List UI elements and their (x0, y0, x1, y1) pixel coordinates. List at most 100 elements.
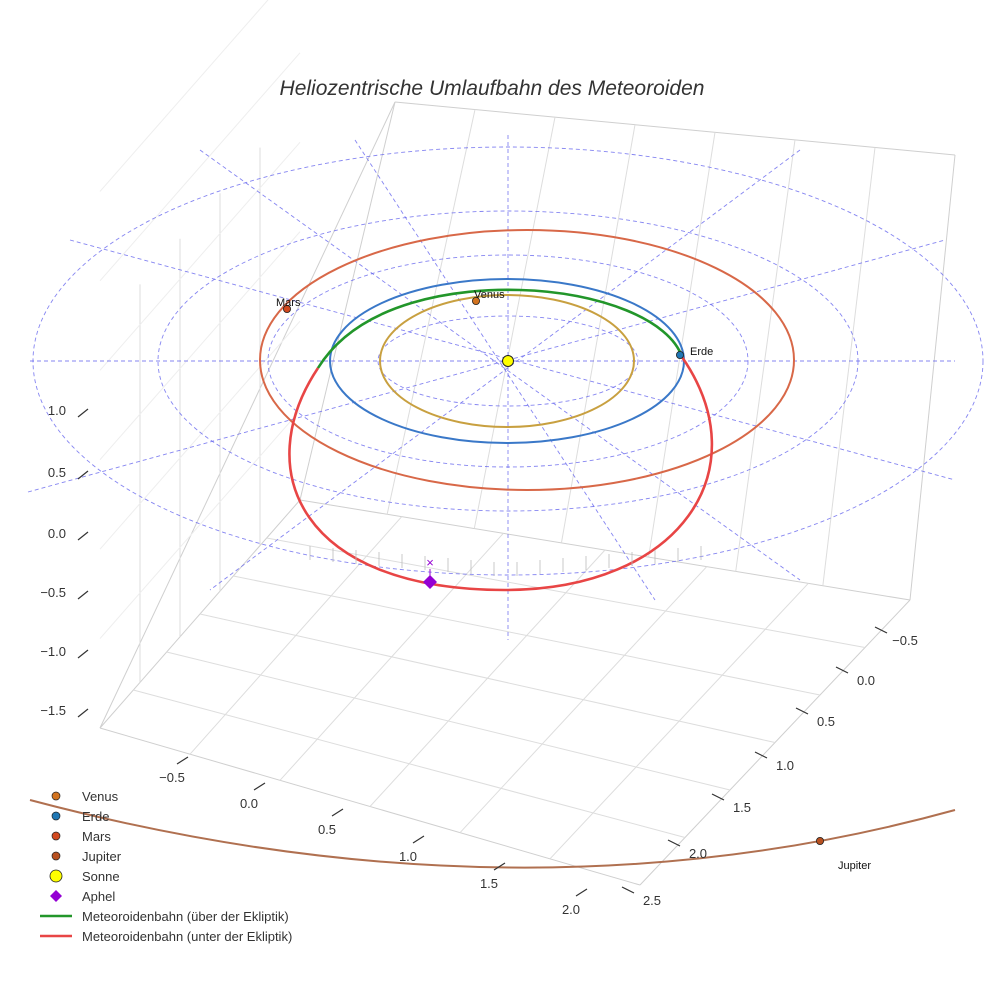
label-erde: Erde (690, 346, 713, 358)
markers: Venus Erde Mars Jupiter × (276, 289, 871, 872)
legend-symbol (38, 806, 74, 826)
legend-item[interactable]: Sonne (38, 866, 292, 886)
legend-symbol (38, 866, 74, 886)
x-tick-label: −0.5 (159, 770, 185, 785)
z-tick-label: −1.5 (40, 703, 66, 718)
legend-label: Aphel (82, 888, 116, 904)
legend-item[interactable]: Meteoroidenbahn (über der Ekliptik) (38, 906, 292, 926)
x-tick-mark (493, 862, 506, 871)
marker-erde (676, 350, 685, 359)
wall-grid-line (99, 231, 301, 461)
marker-jupiter (816, 837, 825, 846)
x-tick-mark (412, 835, 425, 844)
meteoroid-orbit (288, 288, 714, 592)
label-mars: Mars (276, 297, 301, 309)
y-tick-label: 1.5 (733, 800, 751, 815)
wall-grid-line (99, 410, 301, 639)
z-tick-label: 0.0 (48, 526, 66, 541)
y-tick-label: 1.0 (776, 758, 794, 773)
box-edge (909, 154, 956, 601)
ecliptic-spoke (27, 239, 946, 493)
y-tick-mark (667, 839, 681, 847)
ecliptic-ring (377, 315, 639, 407)
wall-grid-line (99, 320, 301, 550)
box-edge (299, 101, 396, 501)
floor-grid-line (266, 537, 866, 648)
floor-grid-line (233, 575, 821, 696)
ecliptic-spoke (354, 139, 656, 601)
wall-grid-line (473, 117, 556, 529)
legend-item[interactable]: Aphel (38, 886, 292, 906)
x-tick-label: 0.5 (318, 822, 336, 837)
z-tick-mark (77, 590, 89, 600)
box-edge (394, 101, 956, 156)
y-tick-mark (874, 626, 888, 634)
z-tick-label: 1.0 (48, 403, 66, 418)
z-tick-mark (77, 531, 89, 541)
y-tick-mark (795, 707, 809, 715)
marker-venus (471, 296, 480, 305)
y-tick-label: 0.5 (817, 714, 835, 729)
z-tick-label: −0.5 (40, 585, 66, 600)
legend-item[interactable]: Venus (38, 786, 292, 806)
z-tick-mark (77, 649, 89, 659)
wall-grid-line (822, 147, 876, 586)
legend-symbol (38, 926, 74, 946)
floor-grid-line (459, 566, 708, 834)
legend-item[interactable]: Meteoroidenbahn (unter der Ekliptik) (38, 926, 292, 946)
legend-symbol (38, 846, 74, 866)
floor-grid-line (549, 582, 809, 860)
wall-grid-line (735, 139, 796, 572)
wall-grid-line (99, 52, 301, 282)
x-tick-mark (253, 782, 266, 791)
z-tick-mark (77, 708, 89, 718)
y-tick-mark (754, 751, 768, 759)
y-tick-mark (711, 793, 725, 801)
ecliptic-spoke (209, 149, 801, 591)
orbit-mars (259, 229, 795, 491)
wall-grid-line (560, 124, 636, 543)
axis-box (99, 0, 956, 886)
floor-grid-line (199, 613, 776, 743)
legend-label: Sonne (82, 868, 120, 884)
legend-symbol (38, 906, 74, 926)
y-tick-label: 0.0 (857, 673, 875, 688)
z-tick-label: −1.0 (40, 644, 66, 659)
box-edge (99, 101, 396, 729)
legend-symbol (38, 786, 74, 806)
legend-label: Meteoroidenbahn (unter der Ekliptik) (82, 928, 293, 944)
x-tick-label: 2.0 (562, 902, 580, 917)
aphel-projection-mark: × (426, 555, 434, 570)
legend-item[interactable]: Erde (38, 806, 292, 826)
meteoroid-orbit-below (288, 356, 714, 592)
z-tick-mark (77, 408, 89, 418)
z-tick-mark (77, 470, 89, 480)
legend-label: Venus (82, 788, 119, 804)
legend-label: Jupiter (82, 848, 122, 864)
marker-mars (282, 304, 291, 313)
legend-item[interactable]: Mars (38, 826, 292, 846)
legend-symbol (38, 886, 74, 906)
z-tick-label: 0.5 (48, 465, 66, 480)
legend-label: Meteoroidenbahn (über der Ekliptik) (82, 908, 289, 924)
legend: Venus Erde Mars Jupiter Sonne Aphel Meteoroide… (38, 786, 292, 946)
x-tick-mark (575, 888, 588, 897)
aphel-marker (423, 575, 437, 589)
wall-grid-line (648, 132, 716, 558)
y-tick-mark (835, 666, 849, 674)
x-tick-label: 1.5 (480, 876, 498, 891)
ecliptic-spoke (199, 149, 801, 581)
x-tick-mark (176, 756, 189, 765)
wall-grid-line (99, 141, 301, 371)
y-tick-label: 2.5 (643, 893, 661, 908)
y-tick-mark (621, 886, 635, 894)
x-tick-label: 1.0 (399, 849, 417, 864)
chart-title: Heliozentrische Umlaufbahn des Meteoroid… (280, 77, 705, 100)
legend-item[interactable]: Jupiter (38, 846, 292, 866)
y-tick-label: −0.5 (892, 633, 918, 648)
legend-symbol (38, 826, 74, 846)
ecliptic-grid (27, 135, 984, 640)
x-tick-mark (331, 808, 344, 817)
wall-grid-line (386, 109, 476, 515)
